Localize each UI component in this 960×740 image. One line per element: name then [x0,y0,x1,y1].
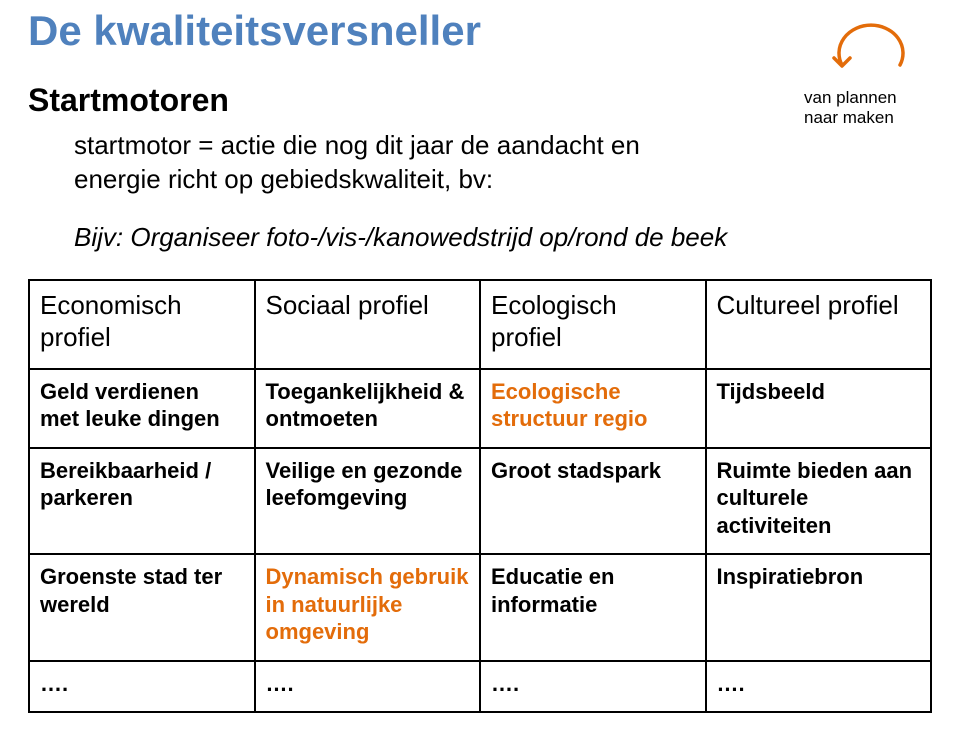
cell-3-3: …. [706,661,932,713]
profiles-table: Economisch profiel Sociaal profiel Ecolo… [28,279,932,714]
cell-0-2: Ecologische structuur regio [480,369,706,448]
example-block: Bijv: Organiseer foto-/vis-/kanowedstrij… [28,221,932,255]
cell-1-1: Veilige en gezonde leefomgeving [255,448,481,555]
cell-0-1: Toegankelijkheid & ontmoeten [255,369,481,448]
cell-0-3: Tijdsbeeld [706,369,932,448]
cell-3-1: …. [255,661,481,713]
table-body: Geld verdienen met leuke dingen Toeganke… [29,369,931,713]
definition-block: startmotor = actie die nog dit jaar de a… [28,129,932,197]
example-text: Bijv: Organiseer foto-/vis-/kanowedstrij… [74,221,732,255]
cell-2-2: Educatie en informatie [480,554,706,661]
logo-line2: naar maken [804,108,932,128]
logo-arrow-icon [762,18,932,88]
table-row: …. …. …. …. [29,661,931,713]
table-row: Bereikbaarheid / parkeren Veilige en gez… [29,448,931,555]
cell-1-2: Groot stadspark [480,448,706,555]
cell-1-0: Bereikbaarheid / parkeren [29,448,255,555]
logo-line1: van plannen [804,88,932,108]
logo-text: van plannen naar maken [762,88,932,127]
table-header-row: Economisch profiel Sociaal profiel Ecolo… [29,280,931,369]
cell-3-0: …. [29,661,255,713]
cell-2-3: Inspiratiebron [706,554,932,661]
definition-text: startmotor = actie die nog dit jaar de a… [74,129,732,197]
table-row: Geld verdienen met leuke dingen Toeganke… [29,369,931,448]
table-row: Groenste stad ter wereld Dynamisch gebru… [29,554,931,661]
col-header-1: Sociaal profiel [255,280,481,369]
col-header-2: Ecologisch profiel [480,280,706,369]
cell-0-0: Geld verdienen met leuke dingen [29,369,255,448]
cell-2-1: Dynamisch gebruik in natuurlijke omgevin… [255,554,481,661]
cell-1-3: Ruimte bieden aan culturele activiteiten [706,448,932,555]
cell-2-0: Groenste stad ter wereld [29,554,255,661]
col-header-3: Cultureel profiel [706,280,932,369]
logo: van plannen naar maken [762,18,932,127]
cell-3-2: …. [480,661,706,713]
col-header-0: Economisch profiel [29,280,255,369]
